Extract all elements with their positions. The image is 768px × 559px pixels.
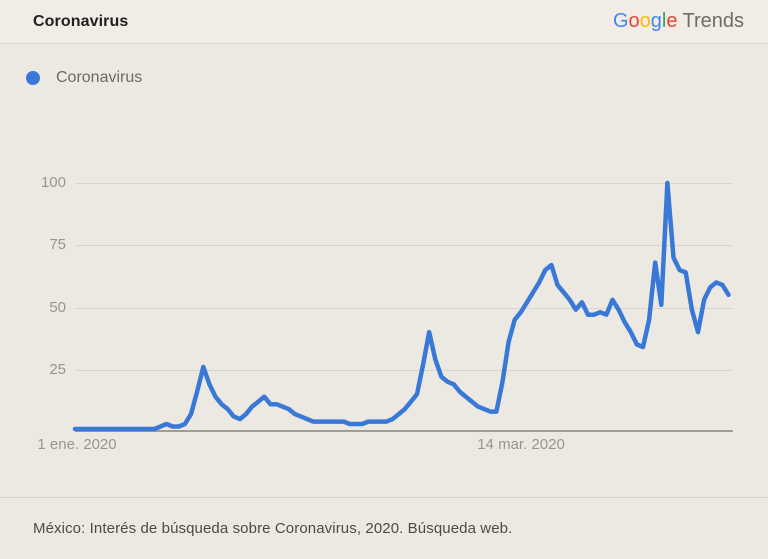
trend-line	[72, 180, 731, 432]
xtick-label-start: 1 ene. 2020	[37, 436, 117, 453]
gridline-50	[75, 308, 733, 309]
gridline-75	[75, 245, 733, 246]
google-logo-text: Google	[612, 10, 678, 32]
ytick-label-100: 100	[40, 174, 66, 191]
google-trends-logo[interactable]: Google Trends	[613, 10, 744, 33]
ytick-label-25: 25	[49, 361, 66, 378]
gridline-100	[75, 183, 733, 184]
xtick-label-mid: 14 mar. 2020	[477, 436, 565, 453]
header: Coronavirus Google Trends	[0, 0, 768, 44]
ytick-label-50: 50	[49, 299, 66, 316]
legend-label: Coronavirus	[56, 69, 143, 86]
gridline-25	[75, 370, 733, 371]
chart-caption: México: Interés de búsqueda sobre Corona…	[33, 520, 513, 537]
footer: México: Interés de búsqueda sobre Corona…	[0, 497, 768, 559]
x-axis-line	[75, 430, 733, 432]
page-title: Coronavirus	[33, 12, 129, 30]
trends-logo-text: Trends	[682, 10, 744, 32]
legend-dot	[26, 71, 40, 85]
ytick-label-75: 75	[49, 236, 66, 253]
legend: Coronavirus	[26, 69, 768, 86]
